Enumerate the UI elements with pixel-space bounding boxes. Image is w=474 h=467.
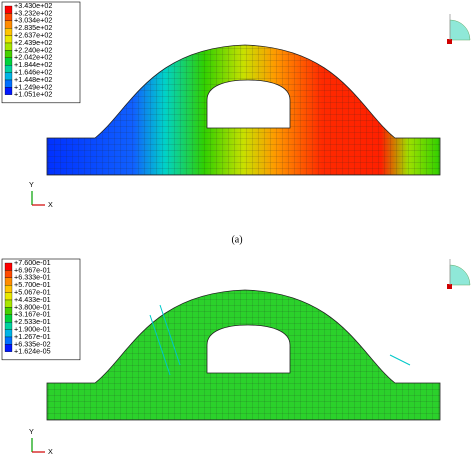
- legend-swatch: [4, 13, 13, 21]
- legend-swatch: [4, 262, 13, 271]
- legend-label: +5.700e-01: [14, 280, 51, 289]
- view-icon: [449, 19, 471, 41]
- legend-swatch: [4, 5, 13, 14]
- legend-swatch: [4, 344, 13, 352]
- legend-swatch: [4, 57, 13, 66]
- legend-swatch: [4, 322, 13, 330]
- legend-swatch: [4, 329, 13, 338]
- legend-label: +2.439e+02: [14, 38, 52, 47]
- legend-label: +1.051e+02: [14, 90, 52, 99]
- view-marker: [447, 39, 452, 44]
- view-marker: [447, 284, 452, 289]
- legend-swatch: [4, 50, 13, 58]
- legend-swatch: [4, 87, 13, 95]
- legend-label: +7.600e-01: [14, 258, 51, 267]
- legend: +3.430e+02+3.232e+02+3.034e+02+2.835e+02…: [1, 1, 81, 104]
- legend: +7.600e-01+6.967e-01+6.333e-01+5.700e-01…: [1, 258, 81, 361]
- legend-swatch: [4, 20, 13, 29]
- legend-swatch: [4, 299, 13, 308]
- mesh: [46, 289, 441, 421]
- view-icon: [449, 264, 471, 286]
- panel-b: [46, 289, 441, 421]
- legend-label: +4.433e-01: [14, 295, 51, 304]
- legend-label: +6.333e-01: [14, 273, 51, 282]
- legend-label: +3.034e+02: [14, 16, 52, 25]
- legend-label: +2.240e+02: [14, 45, 52, 54]
- y-axis-label: Y: [29, 427, 34, 436]
- legend-label: +1.249e+02: [14, 82, 52, 91]
- legend-swatch: [4, 314, 13, 323]
- legend-label: +3.800e-01: [14, 302, 51, 311]
- legend-label: +2.042e+02: [14, 53, 52, 62]
- legend-swatch: [4, 270, 13, 278]
- legend-label: +1.646e+02: [14, 68, 52, 77]
- axis-triad: YX: [29, 180, 53, 209]
- legend-swatch: [4, 292, 13, 301]
- x-axis-label: X: [48, 447, 53, 456]
- legend-label: +5.067e-01: [14, 288, 51, 297]
- legend-swatch: [4, 285, 13, 293]
- caption: (a): [231, 234, 242, 245]
- legend-label: +1.267e-01: [14, 332, 51, 341]
- legend-swatch: [4, 28, 13, 36]
- legend-swatch: [4, 277, 13, 286]
- legend-swatch: [4, 72, 13, 81]
- legend-label: +2.835e+02: [14, 23, 52, 32]
- legend-swatch: [4, 35, 13, 44]
- legend-label: +3.232e+02: [14, 8, 52, 17]
- legend-label: +3.430e+02: [14, 1, 52, 10]
- legend-label: +1.448e+02: [14, 75, 52, 84]
- legend-label: +1.844e+02: [14, 60, 52, 69]
- legend-box: [1, 1, 81, 104]
- y-axis-label: Y: [29, 180, 34, 189]
- legend-label: +1.624e-05: [14, 347, 51, 356]
- legend-swatch: [4, 79, 13, 88]
- legend-swatch: [4, 336, 13, 345]
- legend-box: [1, 258, 81, 361]
- legend-label: +2.533e-01: [14, 317, 51, 326]
- legend-label: +3.167e-01: [14, 310, 51, 319]
- vectors: [149, 304, 411, 376]
- legend-swatch: [4, 65, 13, 73]
- axis-triad: YX: [29, 427, 53, 456]
- legend-label: +6.967e-01: [14, 265, 51, 274]
- panel-a: [46, 44, 441, 176]
- mesh: [46, 44, 441, 176]
- legend-label: +2.637e+02: [14, 31, 52, 40]
- legend-label: +6.335e-02: [14, 339, 51, 348]
- legend-label: +1.900e-01: [14, 325, 51, 334]
- legend-swatch: [4, 42, 13, 51]
- legend-swatch: [4, 307, 13, 315]
- x-axis-label: X: [48, 200, 53, 209]
